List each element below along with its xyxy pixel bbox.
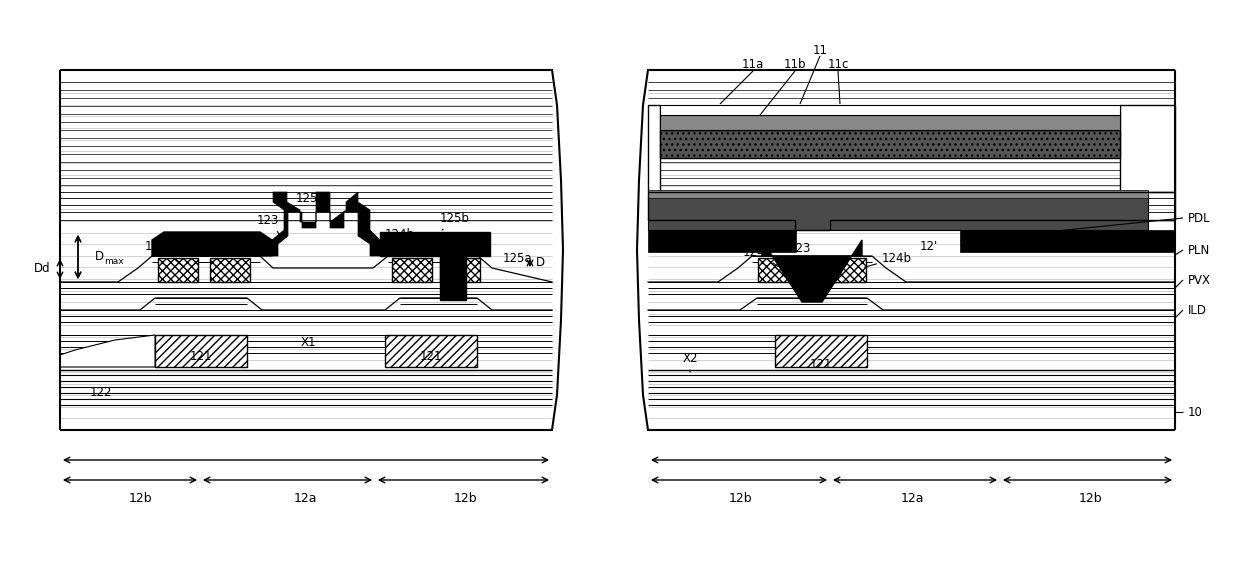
Bar bbox=[155, 335, 247, 367]
Text: 12a: 12a bbox=[901, 492, 924, 505]
Bar bbox=[440, 258, 479, 282]
Text: 12b: 12b bbox=[453, 492, 477, 505]
Text: 124b: 124b bbox=[383, 227, 415, 247]
Text: 125a: 125a bbox=[292, 192, 325, 212]
Bar bbox=[826, 258, 866, 282]
Bar bbox=[209, 258, 250, 282]
Polygon shape bbox=[380, 232, 489, 300]
Text: 124a: 124a bbox=[145, 240, 183, 266]
Bar bbox=[648, 70, 1175, 430]
Text: 125b: 125b bbox=[440, 211, 470, 230]
Text: Dd: Dd bbox=[33, 261, 51, 274]
Bar bbox=[660, 105, 1120, 115]
Text: 121: 121 bbox=[190, 350, 212, 363]
Polygon shape bbox=[1120, 105, 1175, 192]
Text: 123: 123 bbox=[789, 242, 812, 262]
Bar bbox=[758, 258, 798, 282]
Bar bbox=[648, 190, 1149, 198]
Bar bbox=[660, 130, 1120, 158]
Text: D: D bbox=[95, 251, 104, 264]
Polygon shape bbox=[273, 192, 380, 256]
Text: 121: 121 bbox=[420, 350, 442, 363]
Text: 124a: 124a bbox=[743, 246, 778, 266]
Bar bbox=[392, 258, 432, 282]
Text: 12b: 12b bbox=[128, 492, 152, 505]
Text: X1: X1 bbox=[300, 336, 316, 349]
Text: 124b: 124b bbox=[865, 252, 912, 267]
Text: 11: 11 bbox=[813, 44, 828, 57]
Text: 12b: 12b bbox=[729, 492, 752, 505]
Text: 123: 123 bbox=[256, 214, 282, 238]
Bar bbox=[159, 258, 198, 282]
Text: max: max bbox=[104, 257, 124, 266]
Polygon shape bbox=[152, 232, 273, 256]
Text: 12a: 12a bbox=[294, 492, 317, 505]
Polygon shape bbox=[762, 240, 862, 302]
Text: PDL: PDL bbox=[1188, 211, 1211, 225]
Text: D: D bbox=[535, 256, 545, 269]
Text: 11c: 11c bbox=[828, 58, 849, 71]
Bar bbox=[648, 230, 795, 252]
Text: 122: 122 bbox=[90, 387, 113, 400]
Text: 11a: 11a bbox=[742, 58, 764, 71]
Text: PLN: PLN bbox=[1188, 243, 1211, 256]
Bar bbox=[960, 230, 1175, 252]
Text: 11b: 11b bbox=[784, 58, 807, 71]
Text: PVX: PVX bbox=[1188, 273, 1211, 286]
Bar bbox=[59, 70, 553, 430]
Text: X2: X2 bbox=[683, 352, 698, 372]
Bar bbox=[648, 195, 1149, 230]
Text: 10: 10 bbox=[1188, 405, 1203, 418]
Bar bbox=[385, 335, 477, 367]
Bar bbox=[808, 258, 847, 282]
Text: 12': 12' bbox=[921, 239, 938, 252]
Bar bbox=[776, 335, 867, 367]
Text: 125a: 125a bbox=[503, 252, 533, 264]
Polygon shape bbox=[59, 335, 155, 370]
Bar bbox=[660, 115, 1120, 130]
Text: 12b: 12b bbox=[1078, 492, 1101, 505]
Text: ILD: ILD bbox=[1188, 303, 1207, 316]
Polygon shape bbox=[380, 232, 392, 256]
Text: 121: 121 bbox=[810, 358, 833, 371]
Polygon shape bbox=[648, 105, 660, 192]
